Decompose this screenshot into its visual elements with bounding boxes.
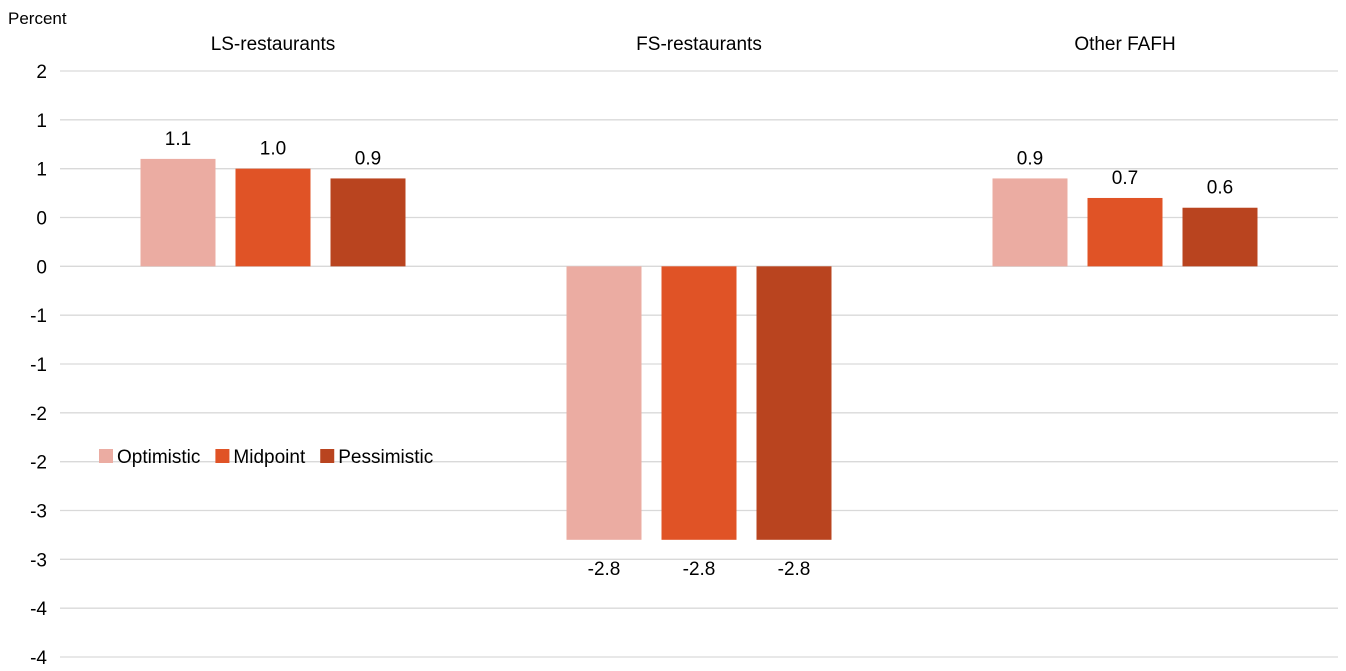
legend-swatch [215,449,230,463]
y-tick-label: -3 [30,502,47,523]
y-tick-label: 1 [36,111,47,132]
bars [140,158,1258,540]
y-tick-label: -4 [30,599,47,620]
data-label: -2.8 [588,559,621,580]
y-tick-label: 0 [36,209,47,230]
data-label: 0.7 [1112,168,1138,189]
category-label: LS-restaurants [211,34,336,55]
data-label: 1.0 [260,139,286,160]
bar [661,266,737,540]
y-axis-tick-labels: 2 1 1 0 0 -1 -1 -2 -2 -3 -3 -4 -4 [30,62,47,669]
y-tick-label: -2 [30,404,47,425]
legend-swatch [99,449,113,463]
bar [992,178,1068,267]
y-tick-label: 0 [36,257,47,278]
y-tick-label: -2 [30,453,47,474]
data-label: 0.9 [355,148,381,169]
legend-label: Pessimistic [338,447,433,468]
category-label: Other FAFH [1074,34,1175,55]
data-labels: 1.1 1.0 0.9 -2.8 -2.8 -2.8 0.9 0.7 0.6 [165,129,1233,580]
bar [566,266,642,540]
y-tick-label: 1 [36,160,47,181]
bar [1182,207,1258,267]
data-label: 0.9 [1017,148,1043,169]
legend-label: Optimistic [117,447,200,468]
bar [140,158,216,267]
bar [330,178,406,267]
y-tick-label: -1 [30,355,47,376]
y-tick-label: -4 [30,648,47,669]
bar [235,168,311,267]
y-tick-label: -3 [30,550,47,571]
y-tick-label: 2 [36,62,47,83]
legend-label: Midpoint [233,447,306,468]
data-label: 1.1 [165,129,191,150]
data-label: -2.8 [683,559,716,580]
legend-swatch [320,449,335,463]
legend: Optimistic Midpoint Pessimistic [99,447,433,468]
y-tick-label: -1 [30,306,47,327]
category-label: FS-restaurants [636,34,762,55]
y-axis-label: Percent [8,9,67,28]
data-label: 0.6 [1207,178,1233,199]
data-label: -2.8 [778,559,811,580]
bar [1087,197,1163,267]
bar [756,266,832,540]
category-labels: LS-restaurants FS-restaurants Other FAFH [211,34,1176,55]
